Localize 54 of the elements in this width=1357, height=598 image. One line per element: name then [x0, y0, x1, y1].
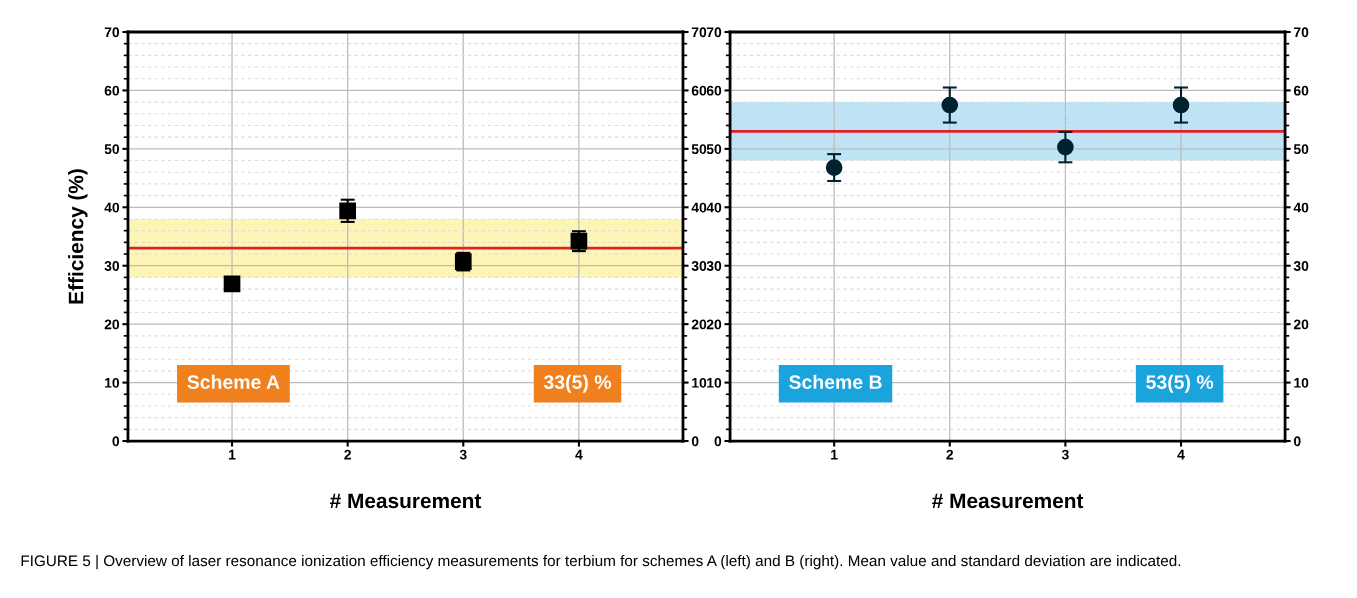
y2-tick-label: 50: [706, 144, 722, 155]
y-axis-title: Efficiency (%): [68, 169, 88, 304]
y2-tick-label: 60: [691, 85, 707, 96]
y2-tick-label: 10: [692, 377, 707, 388]
x-axis-title: # Measurement: [932, 493, 1084, 509]
y2-tick-label: 30: [691, 261, 707, 271]
x-tick-label: 3: [459, 449, 467, 460]
point: [1057, 138, 1074, 156]
y-tick-label: 0: [1293, 436, 1301, 447]
point: [941, 96, 959, 114]
x-tick-label: 1: [229, 449, 236, 460]
y2-tick-label: 10: [707, 377, 722, 388]
y2-tick-label: 0: [691, 436, 699, 447]
y-tick-label: 60: [1293, 85, 1309, 96]
y2-tick-label: 20: [706, 319, 722, 330]
y-tick-label: 60: [104, 85, 120, 96]
annotation: 33(5) %: [543, 374, 612, 393]
y2-tick-label: 40: [706, 202, 722, 213]
caption: FIGURE 5 | Overview of laser resonance ionization efficiency measurements for terbium for schemes A (left) and B (right). Mean value and standard deviation are indicated.: [21, 554, 1181, 570]
y-tick-label: 50: [104, 144, 120, 155]
y2-tick-label: 40: [691, 202, 707, 213]
annotation: Scheme B: [789, 374, 882, 389]
y2-tick-label: 50: [691, 144, 707, 155]
y-tick-label: 10: [105, 377, 120, 388]
y2-tick-label: 60: [706, 85, 722, 96]
annotation: 53(5) %: [1146, 374, 1214, 393]
y2-tick-label: 70: [691, 27, 707, 38]
x-tick-label: 3: [1061, 449, 1069, 460]
y2-tick-label: 30: [706, 261, 722, 271]
y-tick-label: 10: [1294, 377, 1309, 388]
x-tick-label: 1: [831, 449, 838, 460]
point: [223, 275, 241, 293]
x-tick-label: 4: [1177, 449, 1185, 460]
y-tick-label: 20: [1293, 319, 1309, 330]
point: [825, 159, 843, 176]
y2-tick-label: 70: [706, 27, 722, 38]
x-axis-title: # Measurement: [329, 493, 482, 509]
x-tick-label: 2: [344, 449, 351, 460]
y-tick-label: 0: [112, 436, 120, 447]
annotation: Scheme A: [187, 374, 280, 389]
x-tick-label: 4: [575, 449, 583, 460]
y-tick-label: 30: [1293, 261, 1309, 271]
y-tick-label: 50: [1293, 144, 1309, 155]
y-tick-label: 70: [1294, 27, 1309, 38]
x-tick-label: 2: [946, 449, 954, 460]
y-tick-label: 40: [1293, 202, 1309, 213]
point: [339, 202, 356, 220]
point: [1172, 96, 1190, 114]
y2-tick-label: 0: [714, 436, 722, 447]
y-tick-label: 20: [104, 319, 120, 330]
y2-tick-label: 20: [691, 319, 707, 330]
y-tick-label: 70: [104, 27, 120, 38]
y-tick-label: 30: [104, 261, 120, 271]
y-tick-label: 40: [104, 202, 120, 213]
